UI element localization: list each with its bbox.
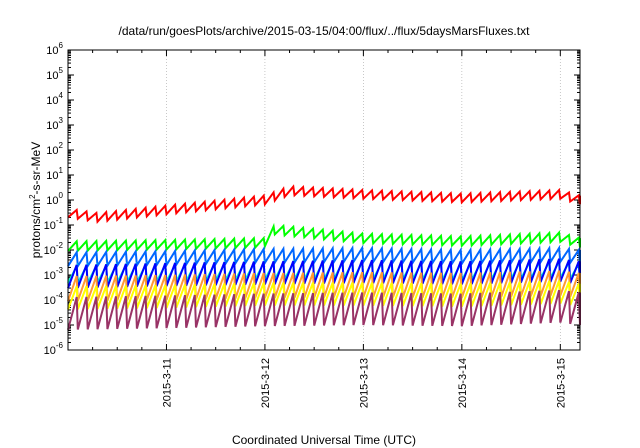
- y-tick-label: 10-6: [44, 341, 64, 357]
- y-tick-label: 10-1: [44, 216, 64, 232]
- x-axis-label: Coordinated Universal Time (UTC): [232, 433, 416, 447]
- y-axis-label-main: protons/cm: [29, 199, 43, 258]
- chart-title: /data/run/goesPlots/archive/2015-03-15/0…: [119, 24, 531, 38]
- x-tick-label: 2015-3-13: [358, 358, 370, 408]
- series-line: [67, 222, 581, 253]
- y-tick-label: 105: [46, 66, 63, 82]
- y-axis-label-rest: -s-sr-MeV: [29, 142, 43, 195]
- x-tick-label: 2015-3-11: [161, 358, 173, 407]
- y-tick-label: 10-2: [44, 241, 64, 257]
- y-tick-label: 104: [46, 91, 63, 107]
- x-tick-label: 2015-3-12: [260, 358, 272, 408]
- y-tick-label: 103: [46, 116, 63, 132]
- y-tick-label: 101: [46, 166, 63, 182]
- series-lines: [67, 184, 581, 330]
- y-tick-label: 10-5: [44, 316, 64, 332]
- y-tick-label: 102: [46, 141, 63, 157]
- plot-frame: [67, 49, 581, 351]
- y-ticks: 10-6 10-5 10-4 10-3 10-2 10-1 100 101 102 103 104 1…: [44, 41, 580, 357]
- y-axis-label: protons/cm2-s-sr-MeV: [28, 142, 43, 258]
- y-tick-label: 106: [46, 41, 63, 57]
- y-tick-label: 10-4: [44, 291, 64, 307]
- y-axis-label-sup: 2: [28, 194, 37, 199]
- x-tick-label: 2015-3-14: [457, 358, 469, 408]
- series-line: [67, 184, 581, 224]
- y-tick-label: 10-3: [44, 266, 64, 282]
- x-tick-label: 2015-3-15: [555, 358, 567, 408]
- series-line: [67, 258, 581, 289]
- series-line: [67, 289, 581, 330]
- y-tick-label: 100: [46, 191, 63, 207]
- x-ticks: 2015-3-11 2015-3-12 2015-3-13 2015-3-14 2015…: [92, 50, 567, 408]
- series-line: [67, 244, 581, 270]
